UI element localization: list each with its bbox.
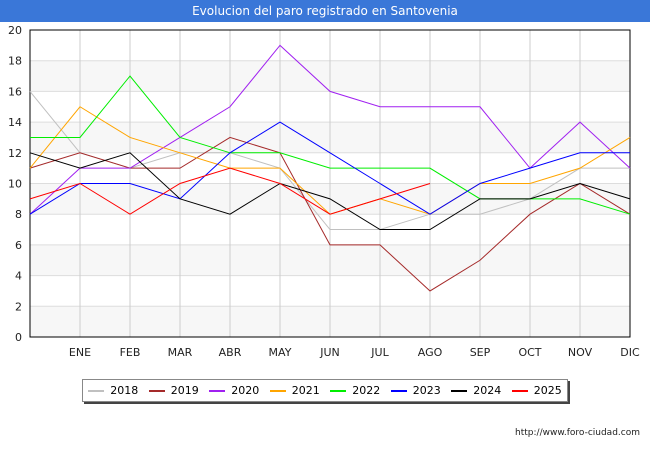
x-tick-label: AGO (418, 346, 443, 359)
legend-label: 2021 (291, 384, 320, 397)
legend: 2018 2019 2020 2021 2022 2023 2024 2025 (82, 379, 568, 402)
legend-swatch (451, 389, 468, 392)
legend-item-2019: 2019 (148, 384, 199, 397)
legend-label: 2018 (110, 384, 139, 397)
legend-item-2020: 2020 (209, 384, 259, 397)
x-tick-label: OCT (518, 346, 541, 359)
legend-label: 2019 (170, 384, 199, 397)
y-tick-label: 20 (8, 24, 22, 37)
series-line-2025 (29, 167, 431, 215)
x-tick-label: JUL (370, 346, 389, 359)
legend-swatch (511, 389, 528, 392)
legend-swatch (269, 389, 286, 392)
x-tick-label: ABR (219, 346, 242, 359)
legend-swatch (209, 389, 226, 392)
legend-label: 2025 (533, 384, 562, 397)
y-tick-label: 4 (15, 270, 22, 283)
plot-frame (29, 29, 631, 338)
chart-title: Evolucion del paro registrado en Santove… (0, 0, 650, 22)
series-line-2023 (29, 121, 630, 215)
footer-url[interactable]: http://www.foro-ciudad.com (515, 428, 640, 438)
y-tick-label: 12 (8, 147, 22, 160)
legend-item-2024: 2024 (451, 384, 501, 397)
y-tick-label: 14 (8, 116, 22, 129)
y-tick-label: 16 (8, 85, 22, 98)
legend-label: 2020 (231, 384, 260, 397)
x-tick-label: DIC (620, 346, 640, 359)
series-line-2024 (29, 152, 631, 231)
x-tick-label: MAY (269, 346, 292, 359)
legend-label: 2024 (473, 384, 502, 397)
y-tick-label: 8 (15, 208, 22, 221)
y-tick-label: 18 (8, 55, 22, 68)
legend-label: 2023 (412, 384, 441, 397)
legend-item-2022: 2022 (330, 384, 380, 397)
legend-item-2018: 2018 (88, 384, 138, 397)
x-tick-label: SEP (470, 346, 491, 359)
legend-swatch (88, 389, 105, 392)
y-tick-label: 10 (8, 178, 22, 191)
legend-swatch (148, 389, 165, 392)
legend-item-2021: 2021 (269, 384, 320, 397)
y-tick-label: 0 (15, 331, 22, 344)
y-tick-label: 6 (15, 239, 22, 252)
y-tick-label: 2 (15, 300, 22, 313)
legend-item-2025: 2025 (511, 384, 562, 397)
x-tick-label: ENE (69, 346, 91, 359)
legend-swatch (330, 389, 347, 392)
x-tick-label: NOV (568, 346, 593, 359)
x-tick-label: FEB (120, 346, 141, 359)
x-tick-label: MAR (168, 346, 193, 359)
x-tick-label: JUN (319, 346, 340, 359)
legend-label: 2022 (352, 384, 381, 397)
legend-item-2023: 2023 (390, 384, 441, 397)
legend-swatch (390, 389, 407, 392)
